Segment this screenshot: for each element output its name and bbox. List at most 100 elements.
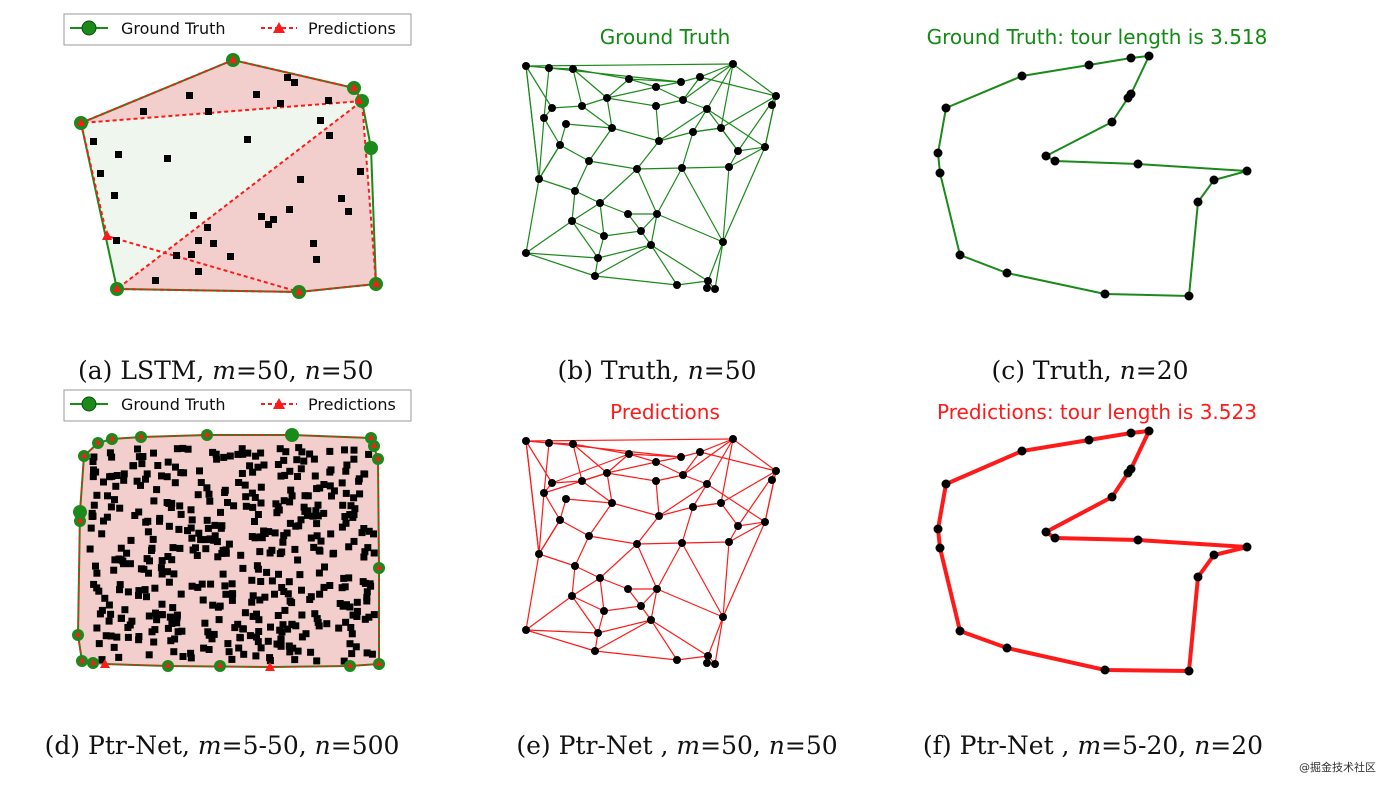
point-marker xyxy=(230,502,238,510)
point-marker xyxy=(90,501,98,509)
interior-points-a xyxy=(90,74,364,284)
point-marker xyxy=(225,648,233,656)
point-marker xyxy=(165,578,173,586)
point-marker xyxy=(107,503,115,511)
point-marker xyxy=(303,511,311,519)
point-marker xyxy=(214,603,222,611)
point-marker xyxy=(171,635,179,643)
point-marker xyxy=(365,450,373,458)
point-marker xyxy=(111,496,118,504)
point-marker xyxy=(157,564,165,572)
point-marker xyxy=(192,544,199,552)
point-marker xyxy=(163,499,171,506)
point-marker xyxy=(117,544,125,552)
point-marker xyxy=(133,477,141,485)
point-marker xyxy=(338,523,346,531)
point-marker xyxy=(239,450,247,458)
point-marker xyxy=(335,624,343,632)
point-marker xyxy=(177,510,185,518)
point-marker xyxy=(267,623,274,631)
point-marker xyxy=(366,580,374,588)
point-marker xyxy=(321,563,328,571)
point-marker xyxy=(209,448,217,456)
point-marker xyxy=(187,654,195,662)
point-marker xyxy=(148,547,155,554)
point-marker xyxy=(326,582,334,589)
point-marker xyxy=(193,552,201,559)
panel-e-title: Predictions xyxy=(610,400,720,424)
point-marker xyxy=(239,564,247,572)
point-marker xyxy=(211,532,219,540)
point-marker xyxy=(113,472,121,479)
point-marker xyxy=(199,596,207,604)
point-marker xyxy=(341,583,349,591)
point-marker xyxy=(115,653,123,661)
legend-d: Ground Truth Predictions xyxy=(63,389,412,422)
panel-b: Ground Truth (b) Truth, n=50 xyxy=(522,25,780,385)
point-marker xyxy=(257,449,265,457)
point-marker xyxy=(278,584,286,591)
point-marker xyxy=(105,601,113,609)
point-marker xyxy=(345,574,353,582)
point-marker xyxy=(266,654,274,662)
point-marker xyxy=(315,622,323,630)
point-marker xyxy=(158,472,165,480)
point-marker xyxy=(228,596,236,604)
point-marker xyxy=(152,609,159,617)
point-marker xyxy=(196,467,203,475)
legend-predictions-label: Predictions xyxy=(308,19,396,38)
point-marker xyxy=(246,632,254,640)
point-marker xyxy=(187,524,195,532)
point-marker xyxy=(224,499,231,506)
point-marker xyxy=(254,565,262,573)
point-marker xyxy=(340,574,348,582)
point-marker xyxy=(187,506,195,514)
point-marker xyxy=(294,473,301,480)
point-marker xyxy=(298,586,305,594)
point-marker xyxy=(281,471,289,479)
point-marker xyxy=(370,611,378,619)
panel-e: Predictions (e) Ptr-Net , m=50, n=50 xyxy=(516,400,837,760)
tour-path-f xyxy=(935,429,1248,674)
point-marker xyxy=(178,627,186,635)
point-marker xyxy=(323,620,331,628)
point-marker xyxy=(330,487,338,495)
point-marker xyxy=(294,556,302,564)
point-marker xyxy=(281,606,289,614)
point-marker xyxy=(300,457,308,465)
point-marker xyxy=(248,576,256,584)
point-marker xyxy=(124,588,132,596)
point-marker xyxy=(164,568,171,576)
point-marker xyxy=(274,503,282,511)
point-marker xyxy=(206,497,214,505)
point-marker xyxy=(257,483,265,491)
point-marker xyxy=(112,482,120,490)
point-marker xyxy=(236,634,244,642)
point-marker xyxy=(197,536,205,544)
point-marker xyxy=(310,543,318,551)
point-marker xyxy=(207,580,215,588)
point-marker xyxy=(151,584,159,592)
point-marker xyxy=(229,590,237,598)
point-marker xyxy=(248,489,256,497)
point-marker xyxy=(176,502,184,510)
point-marker xyxy=(326,447,334,455)
point-marker xyxy=(151,626,159,634)
point-marker xyxy=(275,570,282,578)
point-marker xyxy=(280,532,288,540)
point-marker xyxy=(156,517,163,525)
point-marker xyxy=(89,473,97,481)
point-marker xyxy=(219,570,227,578)
point-marker xyxy=(213,538,221,546)
panel-a: Ground Truth Predictions xyxy=(63,13,412,385)
point-marker xyxy=(210,630,218,638)
point-marker xyxy=(363,649,371,657)
point-marker xyxy=(150,638,158,646)
tour-path-c xyxy=(936,55,1248,298)
point-marker xyxy=(341,446,348,454)
triangulation-edges-e xyxy=(525,438,777,665)
point-marker xyxy=(320,509,328,517)
point-marker xyxy=(256,548,264,556)
point-marker xyxy=(274,461,282,468)
point-marker xyxy=(221,486,229,494)
